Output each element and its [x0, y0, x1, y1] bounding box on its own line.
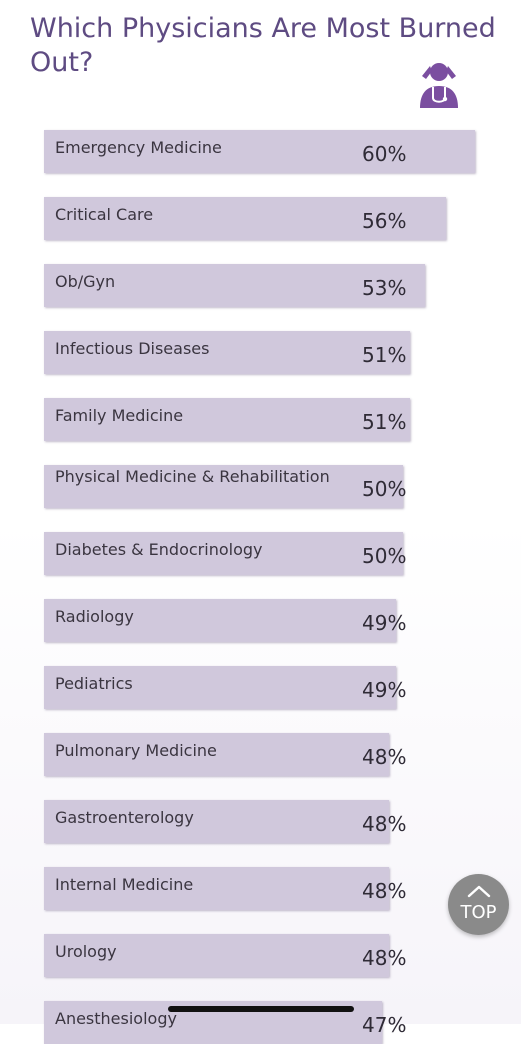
- bar: [44, 398, 410, 441]
- bar: [44, 733, 389, 776]
- category-label: Urology: [55, 942, 117, 961]
- value-label: 48%: [362, 745, 407, 769]
- physician-stress-icon: [420, 63, 458, 108]
- value-label: 60%: [362, 142, 407, 166]
- scroll-to-top-button[interactable]: TOP: [448, 874, 509, 935]
- value-label: 47%: [362, 1013, 407, 1037]
- value-label: 50%: [362, 544, 407, 568]
- bar: [44, 599, 396, 642]
- category-label: Pulmonary Medicine: [55, 741, 217, 760]
- bar: [44, 264, 425, 307]
- category-label: Pediatrics: [55, 674, 133, 693]
- category-label: Radiology: [55, 607, 134, 626]
- category-label: Internal Medicine: [55, 875, 194, 894]
- page-title: Which Physicians Are Most Burned Out?: [30, 13, 496, 78]
- value-label: 49%: [362, 678, 407, 702]
- category-label: Anesthesiology: [55, 1009, 177, 1028]
- bar: [44, 331, 410, 374]
- bar: [44, 934, 389, 977]
- bar: [44, 197, 446, 240]
- bar: [44, 532, 403, 575]
- value-label: 56%: [362, 209, 407, 233]
- category-label: Critical Care: [55, 205, 154, 224]
- value-label: 49%: [362, 611, 407, 635]
- value-label: 53%: [362, 276, 407, 300]
- category-label: Physical Medicine & Rehabilitation: [55, 467, 330, 486]
- value-label: 48%: [362, 879, 407, 903]
- category-label: Diabetes & Endocrinology: [55, 540, 263, 559]
- bar: [44, 867, 389, 910]
- bar: [44, 800, 389, 843]
- bar: [44, 130, 475, 173]
- value-label: 48%: [362, 812, 407, 836]
- value-label: 48%: [362, 946, 407, 970]
- top-label: TOP: [460, 902, 497, 923]
- value-label: 51%: [362, 410, 407, 434]
- bar: [44, 465, 403, 508]
- chevron-up-icon: [467, 885, 491, 898]
- category-label: Ob/Gyn: [55, 272, 116, 291]
- category-label: Family Medicine: [55, 406, 184, 425]
- value-label: 50%: [362, 477, 407, 501]
- value-label: 51%: [362, 343, 407, 367]
- bar: [44, 666, 396, 709]
- category-label: Emergency Medicine: [55, 138, 222, 157]
- home-indicator[interactable]: [168, 1006, 354, 1012]
- category-label: Gastroenterology: [55, 808, 194, 827]
- category-label: Infectious Diseases: [55, 339, 210, 358]
